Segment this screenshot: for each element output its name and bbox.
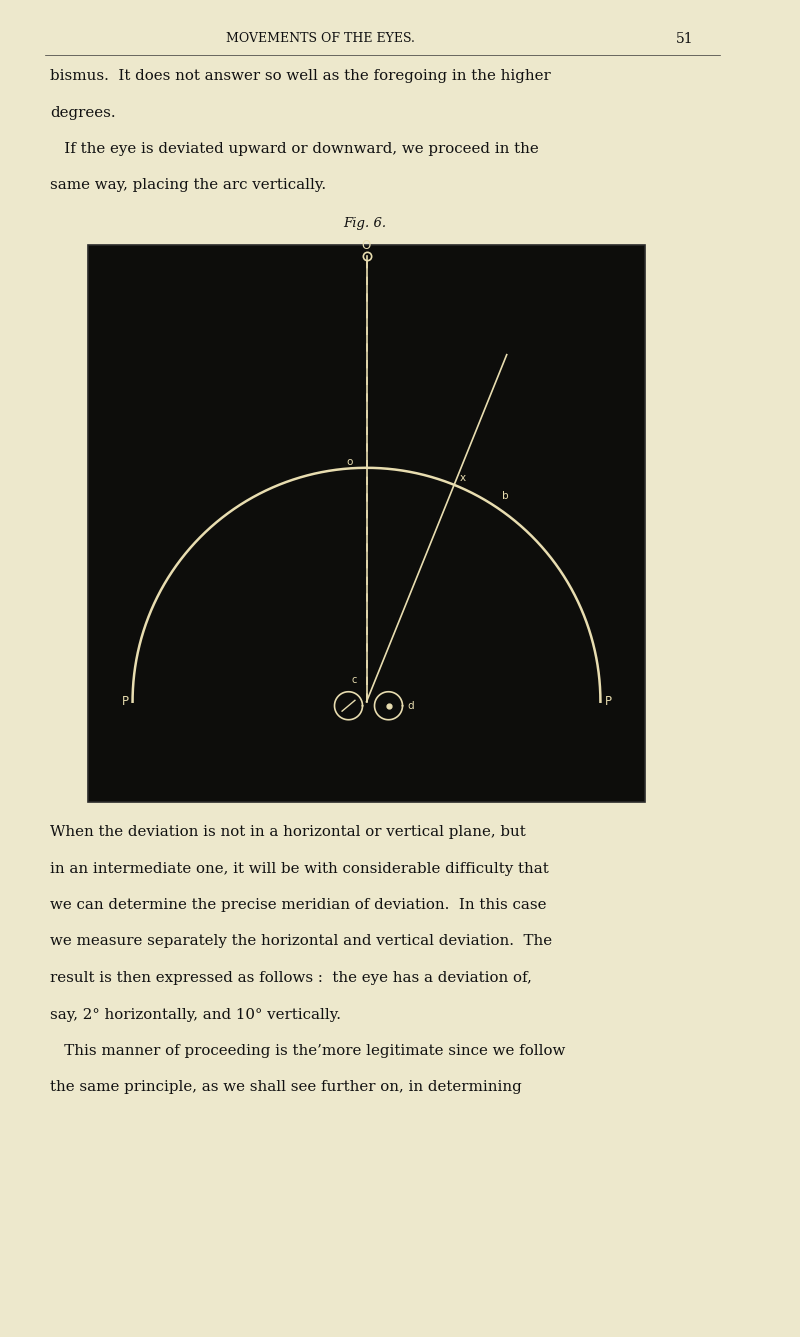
Text: b: b: [502, 491, 509, 500]
Text: degrees.: degrees.: [50, 106, 116, 119]
Text: we measure separately the horizontal and vertical deviation.  The: we measure separately the horizontal and…: [50, 935, 552, 948]
Text: result is then expressed as follows :  the eye has a deviation of,: result is then expressed as follows : th…: [50, 971, 532, 985]
Text: c: c: [351, 675, 357, 685]
Text: say, 2° horizontally, and 10° vertically.: say, 2° horizontally, and 10° vertically…: [50, 1008, 341, 1021]
Text: O: O: [362, 239, 371, 253]
Text: This manner of proceeding is the’more legitimate since we follow: This manner of proceeding is the’more le…: [50, 1044, 566, 1058]
Text: bismus.  It does not answer so well as the foregoing in the higher: bismus. It does not answer so well as th…: [50, 70, 550, 83]
Text: the same principle, as we shall see further on, in determining: the same principle, as we shall see furt…: [50, 1080, 522, 1095]
Text: we can determine the precise meridian of deviation.  In this case: we can determine the precise meridian of…: [50, 898, 546, 912]
Text: x: x: [460, 473, 466, 483]
Text: P: P: [605, 695, 611, 709]
Text: in an intermediate one, it will be with considerable difficulty that: in an intermediate one, it will be with …: [50, 861, 549, 876]
Text: MOVEMENTS OF THE EYES.: MOVEMENTS OF THE EYES.: [226, 32, 414, 45]
Text: o: o: [346, 457, 353, 467]
Text: d: d: [407, 701, 414, 711]
Text: P: P: [122, 695, 129, 709]
Bar: [88, 245, 645, 802]
Text: When the deviation is not in a horizontal or vertical plane, but: When the deviation is not in a horizonta…: [50, 825, 526, 840]
Text: same way, placing the arc vertically.: same way, placing the arc vertically.: [50, 179, 326, 193]
Text: 51: 51: [676, 32, 694, 45]
Text: Fig. 6.: Fig. 6.: [343, 217, 386, 230]
Text: If the eye is deviated upward or downward, we proceed in the: If the eye is deviated upward or downwar…: [50, 142, 538, 156]
